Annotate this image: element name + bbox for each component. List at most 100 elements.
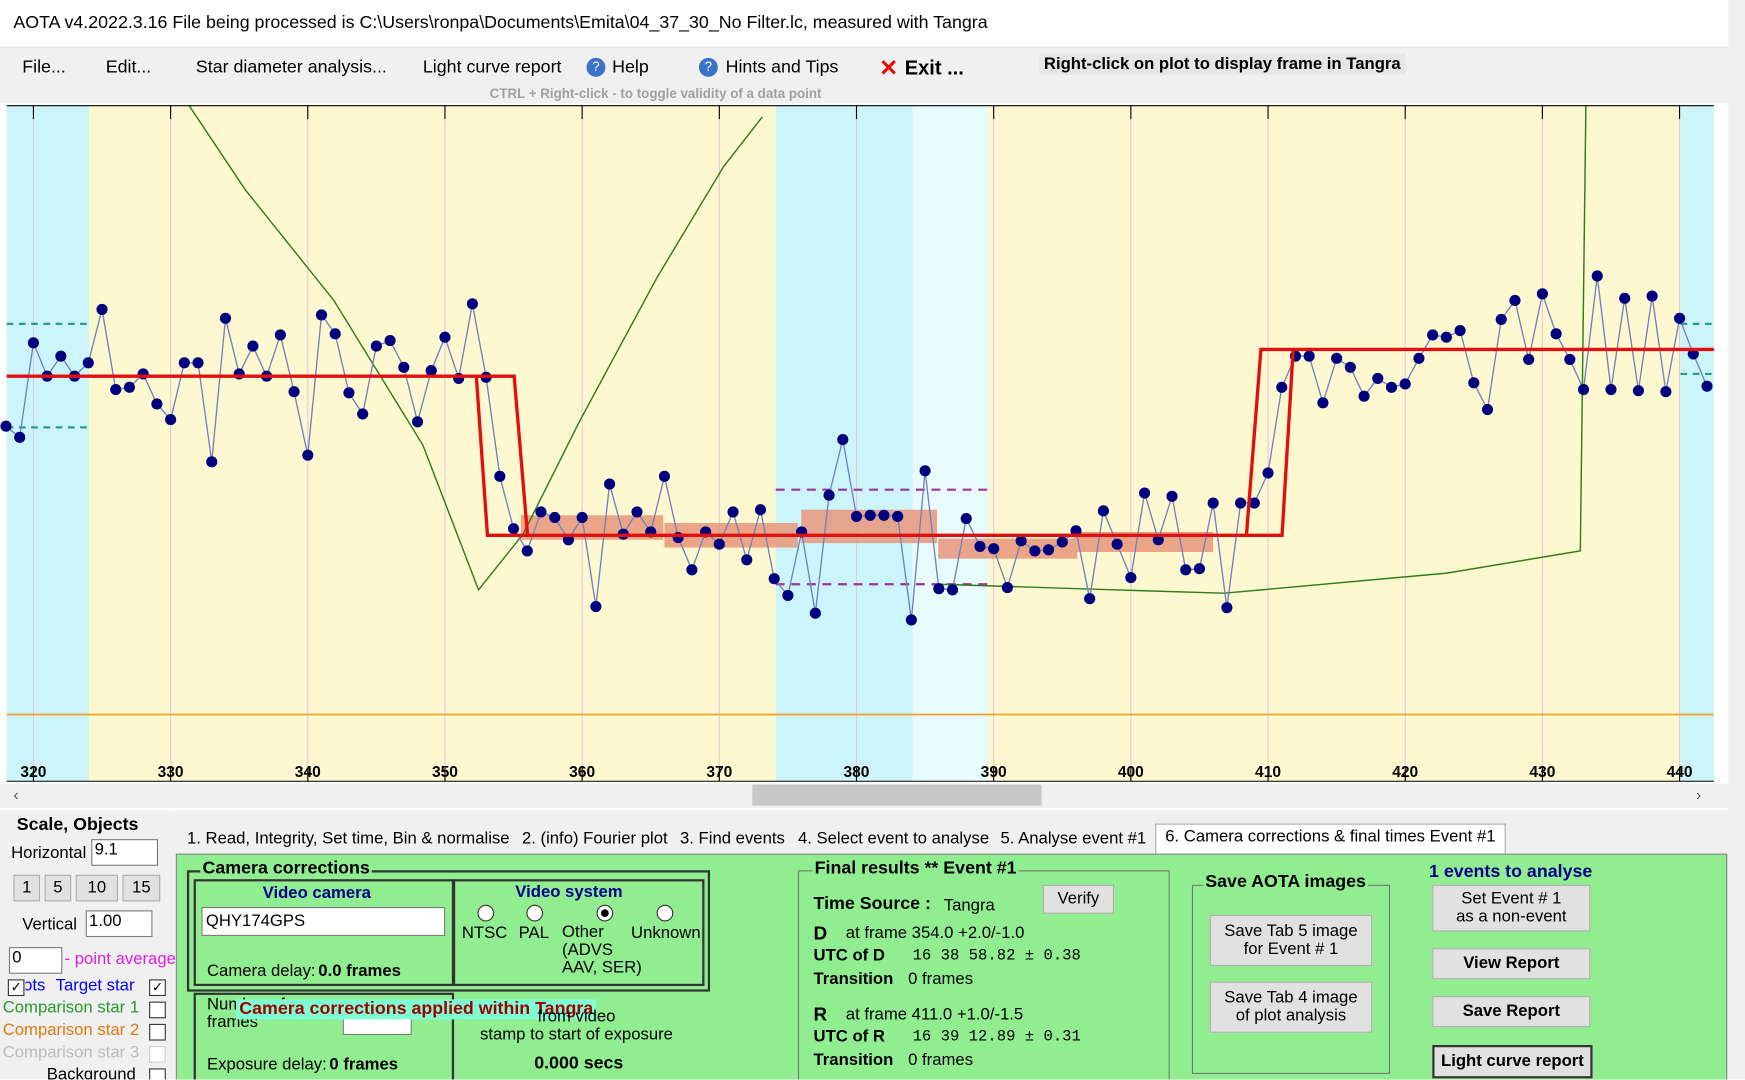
data-point [1358,390,1370,402]
data-point [1440,331,1452,343]
value: 0.000 secs [534,1053,624,1073]
scale-button[interactable]: 1 [13,874,41,902]
tab[interactable]: 3. Find events [679,829,785,849]
radio-label: Other (ADVS AAV, SER) [562,922,642,978]
dots-checkbox[interactable]: ✓ [7,979,25,997]
scale-button[interactable]: 5 [44,874,72,902]
radio[interactable] [526,904,544,922]
radio-label: PAL [518,923,549,943]
checkbox[interactable] [149,1001,166,1019]
view-report-button[interactable]: View Report [1432,948,1591,980]
data-point [919,465,931,477]
group-title: Video camera [262,883,371,903]
data-point [1276,381,1288,393]
save-report-button[interactable]: Save Report [1432,996,1591,1028]
data-point [1646,290,1658,302]
checkbox[interactable]: ✓ [149,979,166,997]
comparison-curve [188,105,1587,594]
label: - point average [64,949,176,969]
label: Horizontal [11,843,87,863]
data-point [219,312,232,324]
data-point [206,456,218,468]
scale-button[interactable]: 10 [75,874,118,902]
data-point [905,614,917,626]
data-point [1193,563,1206,575]
horizontal-spin[interactable]: 9.1 [91,839,159,866]
data-point [933,583,945,595]
radio[interactable] [656,904,674,922]
menu-item[interactable]: Edit... [105,57,152,77]
label: Camera delay: [206,961,316,981]
vertical-spin[interactable]: 1.00 [85,910,153,938]
non-event-button[interactable]: Set Event # 1 as a non-event [1432,884,1591,932]
x-tick-label: 360 [569,764,595,781]
data-point [82,357,94,369]
save-button[interactable]: Save Tab 5 image for Event # 1 [1209,914,1373,966]
group-title: Camera corrections [200,859,373,880]
scale-button[interactable]: 15 [122,874,161,902]
menu-item[interactable]: Hints and Tips [725,57,839,77]
label: Transition [813,969,894,989]
data-point [123,381,136,393]
tab-active[interactable]: 6. Camera corrections & final times Even… [1155,823,1506,854]
group-box [193,992,455,1080]
checkbox[interactable] [149,1046,166,1063]
checkbox[interactable] [149,1023,166,1041]
data-point [1097,505,1109,517]
scroll-thumb[interactable] [752,784,1042,806]
menu-item[interactable]: Light curve report [422,57,562,77]
data-point [425,365,437,377]
menu-item[interactable]: Star diameter analysis... [195,57,387,77]
data-point [0,420,12,432]
band [89,105,776,782]
data-point [370,340,382,352]
plot-subhint: CTRL + Right-click - to toggle validity … [489,85,822,102]
label: UTC of R [813,1027,885,1047]
group-title: Save AOTA images [1203,872,1369,893]
x-tick-label: 430 [1529,764,1555,781]
data-point [384,334,396,347]
data-point [1632,385,1644,397]
data-point [1591,270,1603,282]
x-tick-label: 330 [158,764,184,781]
scroll-right[interactable]: › [1696,787,1701,804]
radio-checked[interactable] [596,904,614,922]
point-average-select[interactable]: 0 [8,947,63,974]
panel-title: Scale, Objects [16,815,139,835]
save-button[interactable]: Save Tab 4 image of plot analysis [1209,981,1373,1033]
verify-button[interactable]: Verify [1042,884,1115,914]
value: 0 frames [908,1050,974,1070]
data-point [27,337,39,349]
light-curve-report-button[interactable]: Light curve report [1432,1045,1593,1079]
tab[interactable]: 4. Select event to analyse [797,829,990,849]
scroll-left[interactable]: ‹ [13,787,18,804]
camera-select[interactable]: QHY174GPS [201,907,446,936]
tab[interactable]: 5. Analyse event #1 [1000,829,1147,849]
light-curve-plot[interactable]: 320 330 340 350 360 370 380 390 400 410 420 430 440 … [0,0,1745,813]
data-point [1481,403,1494,416]
data-point [178,357,190,369]
label: Dots [26,976,46,995]
data-point [1605,383,1617,396]
data-point [151,398,163,410]
menu-item[interactable]: Exit ... [904,56,964,80]
data-point [1248,497,1260,509]
tab[interactable]: 2. (info) Fourier plot [521,829,668,849]
data-point [1125,572,1137,584]
data-point [1454,324,1466,337]
data-point [1550,328,1562,340]
value: at frame 354.0 +2.0/-1.0 [845,923,1025,943]
group-box [452,879,705,987]
menu-item[interactable]: File... [22,57,66,77]
data-point [1372,372,1384,384]
data-point [768,573,780,585]
object-label: Background [46,1065,136,1080]
data-point [1029,545,1041,557]
value: 16 38 58.82 ± 0.38 [912,947,1081,965]
tab[interactable]: 1. Read, Integrity, Set time, Bin & norm… [186,829,510,849]
data-point [604,478,616,490]
data-point [192,357,204,369]
menu-item[interactable]: Help [612,57,649,77]
radio[interactable] [477,904,495,922]
checkbox[interactable] [149,1068,166,1080]
